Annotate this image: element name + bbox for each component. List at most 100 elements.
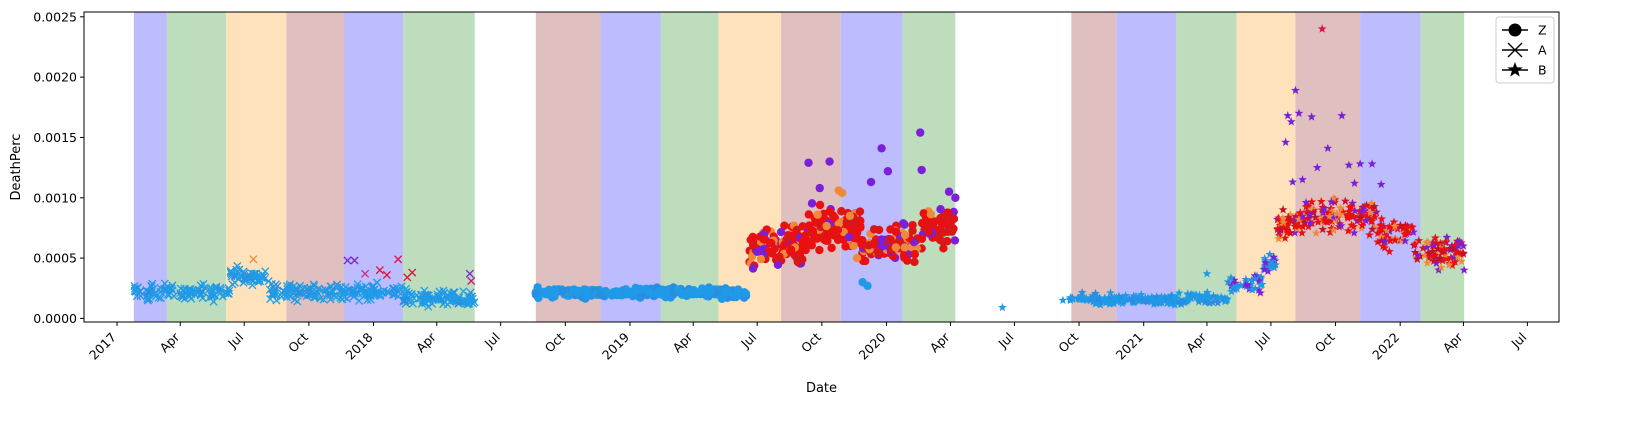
season-band-orange (718, 12, 782, 322)
point-z (822, 221, 831, 231)
point-z (886, 225, 895, 234)
point-b (1278, 213, 1288, 222)
point-z (705, 288, 715, 297)
point-z (849, 241, 858, 251)
point-b (1286, 117, 1296, 126)
point-z (821, 234, 830, 244)
point-a (242, 272, 252, 281)
point-b (1436, 262, 1446, 272)
point-b (1222, 294, 1232, 303)
point-z (825, 157, 834, 166)
point-b (1300, 218, 1310, 227)
point-b (1280, 233, 1290, 242)
season-band-blue (600, 12, 661, 322)
point-z (564, 291, 574, 300)
point-b (1157, 292, 1167, 301)
point-b (1435, 239, 1445, 249)
point-a (250, 272, 259, 281)
point-b (1355, 207, 1365, 216)
point-b (1433, 244, 1443, 253)
point-b (1112, 293, 1121, 302)
point-b (1365, 230, 1374, 239)
point-b (1250, 274, 1260, 283)
point-z (569, 285, 579, 294)
point-b (1177, 297, 1187, 306)
point-b (1438, 256, 1447, 265)
point-z (720, 287, 730, 297)
point-z (756, 254, 766, 264)
point-b (1414, 236, 1424, 245)
point-a (294, 288, 303, 297)
point-b (1442, 254, 1452, 263)
point-z (775, 252, 784, 262)
point-z (899, 251, 909, 260)
point-b (1336, 203, 1345, 212)
point-b (1256, 272, 1266, 281)
point-z (804, 158, 813, 167)
point-z (852, 253, 862, 263)
point-z (752, 247, 762, 256)
point-b (1088, 291, 1098, 300)
point-a (143, 294, 152, 304)
season-band-green (403, 12, 475, 322)
point-a (325, 291, 334, 300)
point-b (1367, 199, 1377, 208)
point-a (180, 284, 189, 293)
point-a (408, 268, 417, 277)
point-a (467, 276, 476, 286)
point-b (1276, 225, 1286, 234)
point-a (296, 281, 305, 290)
point-b (1440, 245, 1449, 254)
point-z (717, 294, 727, 303)
point-b (1385, 222, 1394, 231)
point-a (310, 292, 319, 301)
point-b (1265, 249, 1275, 259)
point-a (199, 279, 208, 289)
point-a (255, 276, 264, 285)
point-b (1430, 245, 1440, 254)
point-b (1385, 236, 1395, 245)
point-z (900, 243, 909, 252)
point-b (1305, 218, 1315, 227)
point-a (168, 286, 177, 295)
point-a (394, 292, 403, 301)
point-z (930, 217, 939, 226)
point-b (1415, 251, 1425, 261)
point-b (1323, 208, 1333, 217)
point-b (1377, 224, 1386, 233)
point-b (1423, 237, 1433, 246)
point-b (1429, 241, 1439, 250)
point-b (1340, 196, 1350, 205)
y-tick-label: 0.0020 (33, 70, 77, 85)
point-b (1095, 300, 1105, 309)
point-a (343, 256, 352, 265)
point-b (1352, 216, 1362, 225)
point-b (1356, 212, 1366, 221)
point-b (1422, 258, 1432, 267)
point-b (1223, 277, 1233, 286)
point-b (1133, 295, 1143, 304)
point-b (1326, 197, 1336, 206)
point-b (1350, 178, 1359, 188)
season-band-red (781, 12, 841, 322)
point-a (179, 291, 188, 300)
point-b (1329, 193, 1338, 203)
point-b (1385, 247, 1394, 256)
point-z (827, 228, 836, 238)
point-b (1420, 250, 1430, 259)
point-a (406, 290, 416, 299)
point-a (208, 285, 217, 294)
point-b (1100, 293, 1110, 302)
point-a (309, 280, 318, 289)
point-b (1218, 294, 1228, 304)
point-b (1194, 297, 1204, 306)
point-b (1311, 212, 1320, 222)
point-b (1216, 292, 1226, 301)
point-b (1194, 293, 1203, 302)
point-z (856, 223, 865, 232)
point-b (1269, 263, 1279, 272)
point-a (454, 299, 463, 308)
point-z (833, 226, 843, 235)
point-a (389, 284, 398, 293)
y-tick-label: 0.0000 (33, 311, 77, 326)
